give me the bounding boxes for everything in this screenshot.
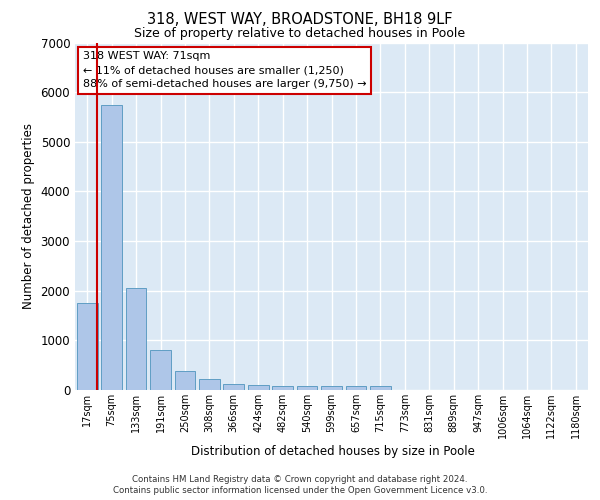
- Text: Contains public sector information licensed under the Open Government Licence v3: Contains public sector information licen…: [113, 486, 487, 495]
- Bar: [321, 386, 342, 390]
- Bar: [248, 385, 269, 390]
- Bar: [125, 288, 146, 390]
- Y-axis label: Number of detached properties: Number of detached properties: [22, 123, 35, 309]
- Bar: [101, 104, 122, 390]
- Bar: [370, 386, 391, 390]
- Text: Size of property relative to detached houses in Poole: Size of property relative to detached ho…: [134, 28, 466, 40]
- Bar: [199, 379, 220, 390]
- Text: Distribution of detached houses by size in Poole: Distribution of detached houses by size …: [191, 444, 475, 458]
- Bar: [175, 372, 196, 390]
- Bar: [150, 350, 171, 390]
- Text: 318 WEST WAY: 71sqm
← 11% of detached houses are smaller (1,250)
88% of semi-det: 318 WEST WAY: 71sqm ← 11% of detached ho…: [83, 51, 367, 89]
- Text: 318, WEST WAY, BROADSTONE, BH18 9LF: 318, WEST WAY, BROADSTONE, BH18 9LF: [147, 12, 453, 28]
- Bar: [296, 386, 317, 390]
- Bar: [77, 303, 98, 390]
- Bar: [346, 386, 367, 390]
- Text: Contains HM Land Registry data © Crown copyright and database right 2024.: Contains HM Land Registry data © Crown c…: [132, 475, 468, 484]
- Bar: [272, 386, 293, 390]
- Bar: [223, 384, 244, 390]
